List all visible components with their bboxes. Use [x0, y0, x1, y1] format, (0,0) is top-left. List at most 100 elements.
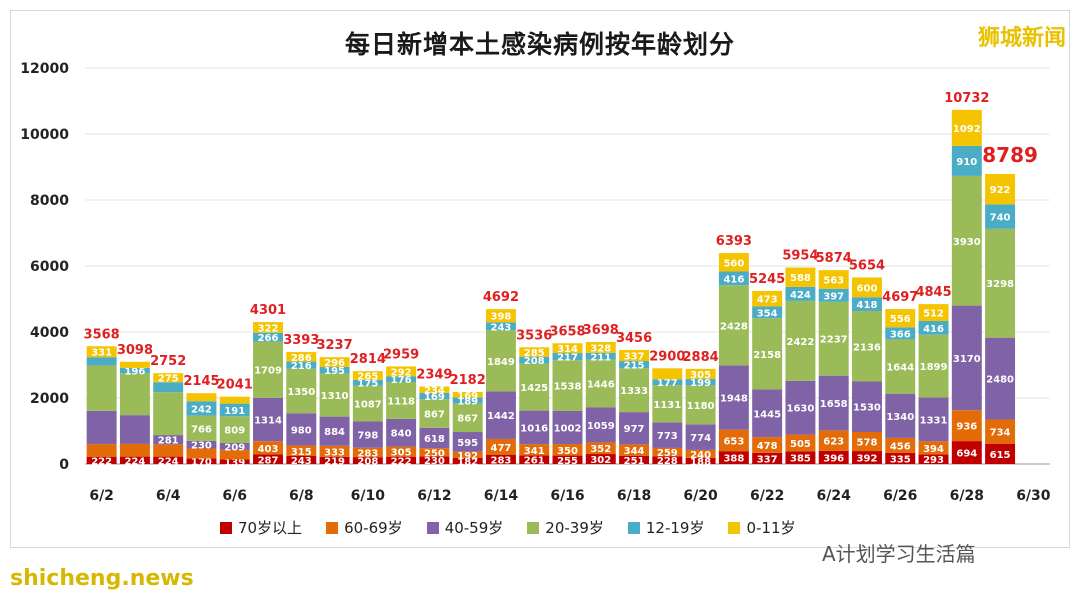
- bar-segment: [86, 357, 117, 366]
- segment-label: 595: [457, 438, 478, 449]
- legend-swatch: [426, 521, 439, 534]
- bar-segment: [818, 270, 849, 289]
- total-label: 2182: [450, 373, 486, 388]
- segment-label: 1314: [254, 416, 282, 427]
- segment-label: 1446: [587, 380, 615, 391]
- bar-segment: [552, 343, 583, 354]
- segment-label: 228: [657, 456, 678, 467]
- bar-segment: [352, 447, 383, 458]
- segment-label: 292: [391, 367, 412, 378]
- bar-segment: [718, 253, 749, 272]
- bar-segment: [153, 435, 184, 445]
- segment-label: 936: [956, 422, 977, 433]
- segment-label: 285: [524, 348, 545, 359]
- x-tick-label: 6/16: [550, 488, 584, 504]
- bar-segment: [286, 368, 317, 414]
- bar-segment: [652, 447, 683, 457]
- bar-segment: [918, 397, 949, 442]
- segment-label: 1333: [620, 386, 648, 397]
- bar-segment: [752, 290, 783, 307]
- bar-segment: [918, 334, 949, 398]
- total-label: 3658: [549, 324, 585, 339]
- y-tick-label: 4000: [30, 325, 69, 341]
- legend-item: 60-69岁: [326, 517, 403, 538]
- bar-segment: [951, 305, 982, 411]
- legend-item: 0-11岁: [728, 517, 796, 538]
- bar-segment: [585, 359, 616, 408]
- bar-segment: [186, 415, 217, 441]
- x-tick-label: 6/10: [351, 488, 386, 504]
- segment-label: 196: [124, 367, 145, 378]
- segment-label: 1630: [787, 404, 815, 415]
- bar-segment: [818, 288, 849, 302]
- bar-segment: [352, 421, 383, 448]
- bar-segment: [652, 385, 683, 423]
- segment-label: 176: [391, 375, 412, 386]
- bar-segment: [852, 381, 882, 432]
- x-tick-label: 6/20: [683, 488, 718, 504]
- segment-label: 424: [790, 290, 811, 301]
- bar-segment: [885, 393, 916, 438]
- bar-segment: [718, 365, 749, 430]
- legend-label: 0-11岁: [746, 519, 796, 537]
- segment-label: 261: [524, 456, 545, 467]
- total-label: 3098: [117, 343, 153, 358]
- total-label: 5245: [749, 272, 785, 287]
- bar-segment: [785, 451, 816, 464]
- segment-label: 867: [424, 409, 445, 420]
- x-tick-label: 6/28: [950, 488, 984, 504]
- bar-segment: [219, 459, 250, 464]
- segment-label: 169: [457, 391, 478, 402]
- bar-segment: [619, 349, 650, 362]
- bar-segment: [585, 454, 616, 464]
- bar-segment: [918, 304, 949, 322]
- bar-segment: [452, 403, 483, 433]
- segment-label: 188: [690, 457, 711, 468]
- bar-segment: [985, 173, 1016, 205]
- bar-segment: [951, 441, 982, 464]
- bar-segment: [352, 371, 383, 380]
- y-tick-label: 2000: [30, 391, 69, 407]
- bar-segment: [585, 352, 616, 360]
- bar-segment: [286, 352, 317, 362]
- bar-segment: [352, 457, 383, 464]
- segment-label: 302: [590, 455, 611, 466]
- bar-segment: [985, 443, 1016, 464]
- bar-segment: [685, 457, 716, 464]
- bar-segment: [585, 442, 616, 455]
- bar-segment: [153, 373, 184, 383]
- segment-label: 734: [990, 428, 1011, 439]
- segment-label: 2480: [986, 375, 1014, 386]
- bar-segment: [519, 347, 550, 357]
- segment-label: 293: [923, 455, 944, 466]
- segment-label: 1442: [487, 411, 515, 422]
- segment-label: 243: [491, 322, 512, 333]
- bar-segment: [219, 442, 250, 450]
- segment-label: 242: [191, 404, 212, 415]
- bar-segment: [352, 385, 383, 422]
- segment-label: 354: [757, 308, 778, 319]
- bar-segment: [419, 427, 450, 449]
- segment-label: 250: [424, 448, 445, 459]
- total-label: 8789: [982, 143, 1038, 167]
- segment-label: 222: [391, 456, 412, 467]
- total-label: 4845: [915, 285, 951, 300]
- total-label: 2145: [183, 374, 219, 389]
- segment-label: 1530: [853, 403, 881, 414]
- bar-segment: [718, 451, 749, 464]
- bar-segment: [685, 385, 716, 425]
- total-label: 3698: [583, 323, 619, 338]
- brand-logo-text: 狮城新闻: [977, 26, 1066, 51]
- bar-segment: [852, 431, 882, 452]
- segment-label: 3298: [986, 279, 1014, 290]
- segment-label: 224: [158, 456, 179, 467]
- bar-segment: [552, 353, 583, 361]
- total-label: 2752: [150, 354, 186, 369]
- bar-segment: [885, 308, 916, 328]
- segment-label: 195: [324, 366, 345, 377]
- segment-label: 350: [557, 446, 578, 457]
- bar-segment: [785, 434, 816, 452]
- bar-segment: [485, 309, 516, 323]
- segment-label: 224: [124, 456, 145, 467]
- segment-label: 337: [757, 454, 778, 465]
